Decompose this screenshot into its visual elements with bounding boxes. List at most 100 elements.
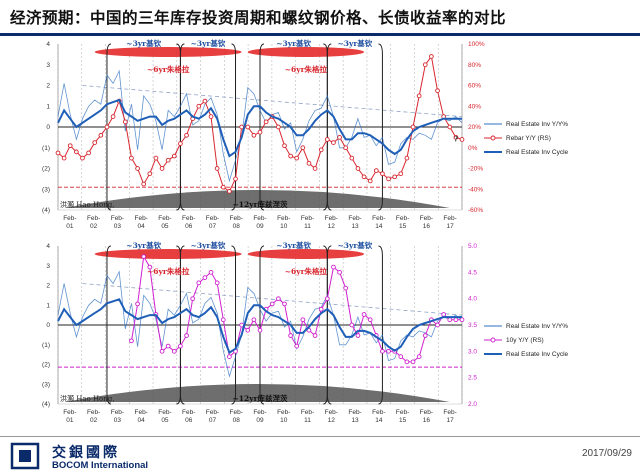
x-tick-label: 12 (328, 417, 336, 424)
series-point (435, 88, 440, 94)
x-tick-label: Feb- (372, 215, 385, 222)
charts-canvas: 43210(1)(2)(3)(4)100%80%60%40%20%0%-20%-… (42, 38, 568, 424)
trend-line (82, 283, 463, 316)
series-point (422, 62, 428, 68)
juglar-cycle-label: ~6yr朱格拉 (285, 266, 328, 276)
series-point (257, 129, 263, 135)
x-tick-label: Feb- (158, 215, 171, 222)
series-point (429, 54, 434, 59)
series-point (386, 348, 391, 354)
series-point (459, 317, 465, 323)
x-tick-label: Feb- (134, 409, 147, 416)
juglar-cycle-ellipse (247, 47, 365, 57)
series-point (196, 103, 202, 109)
x-tick-label: Feb- (277, 215, 290, 222)
x-tick-label: Feb- (443, 409, 456, 416)
series-point (171, 153, 177, 159)
x-tick-label: Feb- (87, 215, 100, 222)
series-point (312, 333, 318, 338)
left-tick-label: 1 (46, 103, 50, 110)
series-point (55, 150, 61, 156)
series-point (380, 171, 385, 177)
x-tick-label: Feb- (134, 215, 147, 222)
x-tick-label: 12 (328, 223, 336, 230)
legend-label: Real Estate Inv Y/Y% (506, 121, 568, 128)
series-point (110, 114, 116, 119)
kitchin-bracket-left (326, 43, 332, 211)
left-tick-label: 3 (46, 62, 50, 69)
juglar-cycle-label: ~6yr朱格拉 (285, 64, 328, 74)
x-tick-label: 10 (280, 223, 288, 230)
kitchin-cycle-label: ~3yr基钦 (191, 38, 226, 48)
x-tick-label: Feb- (325, 215, 338, 222)
right-tick-label: 3.5 (468, 322, 477, 329)
x-tick-label: Feb- (372, 409, 385, 416)
x-tick-label: Feb- (348, 409, 361, 416)
x-tick-label: 02 (90, 417, 98, 424)
page-title: 经济预期：中国的三年库存投资周期和螺纹钢价格、长债收益率的对比 (10, 8, 507, 27)
series-point (398, 171, 404, 177)
series-point (147, 264, 153, 270)
series-line-real-estate-inv-yy (57, 270, 463, 378)
series-point (257, 327, 263, 333)
series-line-real-estate-inv-cycle (57, 98, 462, 158)
x-tick-label: Feb- (87, 409, 100, 416)
x-tick-label: Feb- (325, 409, 338, 416)
x-tick-label: 06 (185, 417, 193, 424)
right-tick-label: 80% (468, 62, 481, 69)
x-tick-label: Feb- (63, 409, 76, 416)
series-point (373, 168, 379, 173)
x-tick-label: 08 (233, 223, 241, 230)
series-point (74, 149, 79, 155)
x-tick-label: Feb- (348, 215, 361, 222)
x-tick-label: 07 (209, 417, 217, 424)
juglar-cycle-ellipse (94, 47, 242, 57)
series-point (220, 317, 226, 323)
series-point (453, 317, 459, 323)
series-point (98, 132, 104, 138)
series-point (196, 280, 202, 286)
series-point (380, 348, 385, 354)
series-point (202, 98, 208, 104)
x-tick-label: 16 (423, 417, 431, 424)
x-tick-label: Feb- (111, 215, 124, 222)
bocom-logo-icon (10, 442, 40, 470)
left-tick-label: 2 (46, 83, 50, 90)
x-tick-label: 08 (233, 417, 241, 424)
brand-name-en: BOCOM International (52, 460, 149, 471)
x-tick-label: Feb- (420, 409, 433, 416)
series-point (324, 137, 330, 142)
x-tick-label: 05 (161, 417, 169, 424)
right-tick-label: 40% (468, 103, 481, 110)
series-point (453, 135, 459, 140)
series-point (104, 124, 110, 130)
series-point (441, 312, 446, 317)
kitchin-bracket-left (179, 43, 185, 211)
series-point (447, 124, 453, 130)
left-tick-label: (2) (42, 362, 50, 369)
source-label: 洪灝 Hao Hong, (60, 200, 114, 209)
left-tick-label: (4) (42, 207, 50, 214)
kitchin-bracket-left (326, 245, 332, 405)
series-point (337, 135, 342, 140)
legend-marker (490, 337, 496, 343)
series-point (294, 155, 300, 161)
x-tick-label: Feb- (301, 215, 314, 222)
x-tick-label: 05 (161, 223, 169, 230)
left-tick-label: (3) (42, 381, 50, 388)
question-mark: ? (454, 135, 459, 144)
kitchin-bracket-left (259, 245, 265, 405)
series-point (61, 155, 67, 161)
x-tick-label: Feb- (158, 409, 171, 416)
left-tick-label: (2) (42, 166, 50, 173)
x-tick-label: Feb- (230, 215, 243, 222)
legend-marker (490, 135, 496, 141)
series-point (416, 93, 422, 99)
series-point (227, 188, 232, 194)
report-date: 2017/09/29 (581, 448, 632, 459)
left-tick-label: (4) (42, 401, 50, 408)
chart-panel-2 (57, 245, 502, 405)
right-tick-label: -40% (468, 186, 483, 193)
series-point (147, 171, 153, 177)
x-tick-label: 03 (114, 417, 122, 424)
